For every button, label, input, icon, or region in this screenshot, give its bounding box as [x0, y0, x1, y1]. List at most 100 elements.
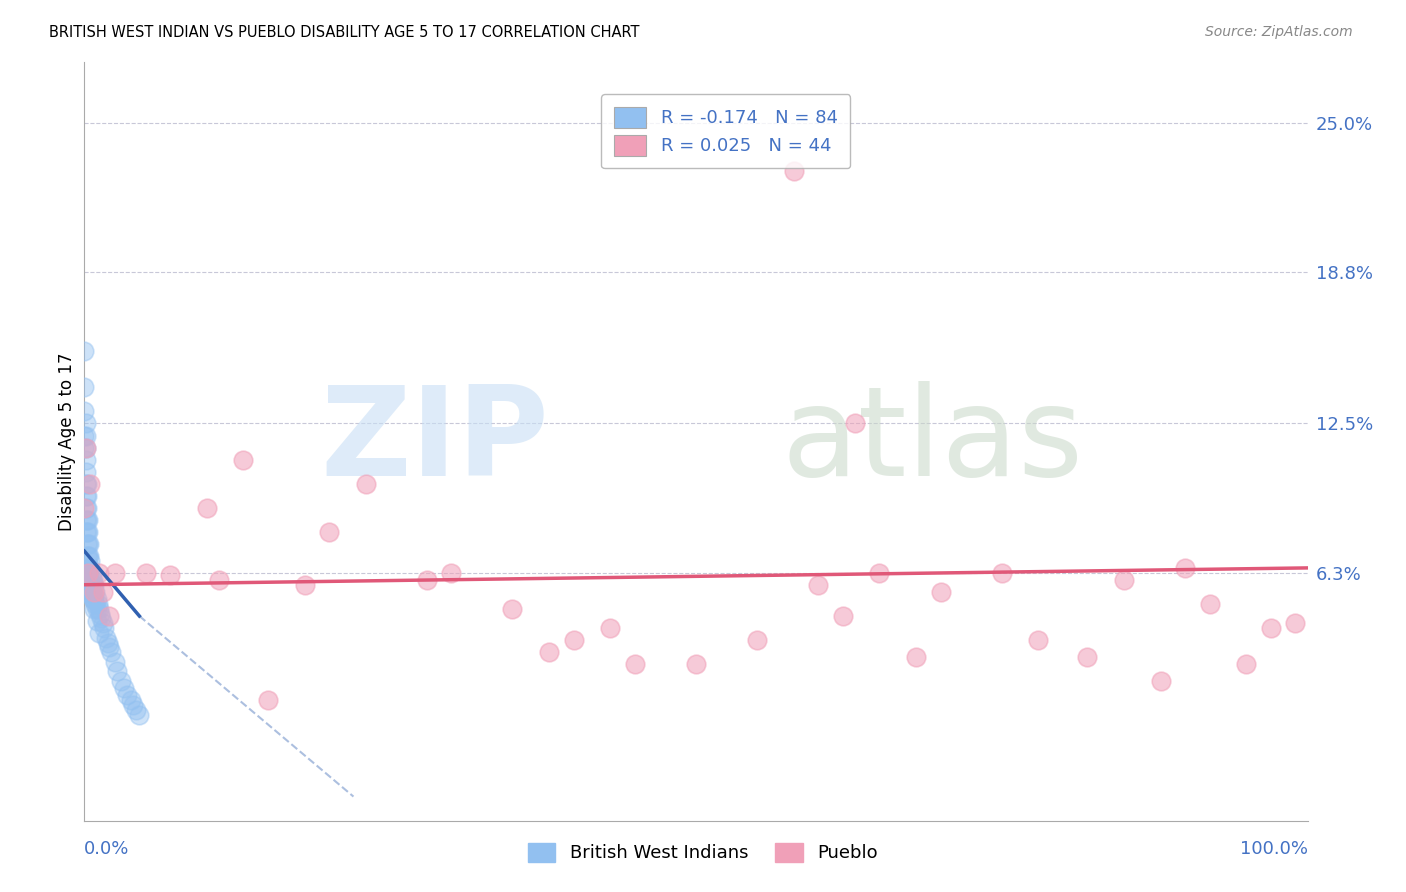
Point [86, 592, 108, 607]
Point [105, 665, 128, 679]
Point [87, 602, 110, 616]
Point [82, 592, 104, 607]
Point [624, 657, 647, 672]
Point [232, 452, 254, 467]
Point [75, 476, 97, 491]
Point [73, 380, 96, 394]
Point [110, 673, 132, 688]
Point [79, 561, 101, 575]
Point [96, 631, 118, 645]
Point [75, 417, 97, 431]
Point [90, 611, 112, 625]
Point [354, 476, 377, 491]
Point [83, 602, 105, 616]
Point [599, 621, 621, 635]
Point [208, 573, 231, 587]
Point [1260, 621, 1282, 635]
Point [905, 650, 928, 665]
Point [79, 573, 101, 587]
Point [82, 578, 104, 592]
Point [77, 524, 100, 539]
Point [73, 441, 96, 455]
Point [80, 573, 103, 587]
Point [73, 344, 96, 359]
Point [929, 585, 952, 599]
Point [1284, 616, 1306, 631]
Point [76, 513, 98, 527]
Point [77, 573, 100, 587]
Point [77, 537, 100, 551]
Point [991, 566, 1014, 580]
Point [77, 566, 100, 580]
Point [112, 681, 135, 696]
Point [73, 566, 96, 580]
Point [79, 476, 101, 491]
Point [87, 626, 110, 640]
Point [79, 578, 101, 592]
Point [77, 573, 100, 587]
Point [195, 500, 218, 515]
Point [257, 693, 280, 707]
Point [73, 404, 96, 418]
Point [80, 585, 103, 599]
Point [76, 566, 98, 580]
Point [128, 707, 150, 722]
Point [115, 689, 138, 703]
Point [685, 657, 707, 672]
Point [75, 465, 97, 479]
Point [1174, 561, 1197, 575]
Point [416, 573, 439, 587]
Point [93, 621, 115, 635]
Point [104, 655, 127, 669]
Point [294, 578, 316, 592]
Point [318, 524, 340, 539]
Point [1150, 673, 1173, 688]
Point [807, 578, 830, 592]
Point [76, 549, 98, 563]
Point [82, 592, 104, 607]
Point [1028, 633, 1050, 648]
Point [91, 585, 114, 599]
Point [76, 561, 98, 575]
Point [75, 441, 97, 455]
Point [440, 566, 463, 580]
Point [77, 537, 100, 551]
Point [80, 585, 103, 599]
Point [1236, 657, 1258, 672]
Point [1114, 573, 1136, 587]
Point [83, 592, 105, 607]
Text: atlas: atlas [782, 381, 1084, 502]
Point [79, 585, 101, 599]
Point [84, 597, 107, 611]
Point [73, 585, 96, 599]
Point [120, 693, 142, 707]
Point [77, 561, 100, 575]
Point [75, 524, 97, 539]
Point [844, 417, 866, 431]
Y-axis label: Disability Age 5 to 17: Disability Age 5 to 17 [58, 352, 76, 531]
Point [562, 633, 585, 648]
Point [747, 633, 769, 648]
Point [80, 566, 103, 580]
Text: 0.0%: 0.0% [84, 840, 129, 858]
Point [76, 489, 98, 503]
Point [538, 645, 561, 659]
Point [97, 640, 120, 655]
Point [1076, 650, 1098, 665]
Point [87, 597, 110, 611]
Point [86, 614, 108, 628]
Point [75, 513, 97, 527]
Point [73, 566, 96, 580]
Point [75, 566, 97, 580]
Point [75, 428, 97, 442]
Point [76, 585, 98, 599]
Legend: R = -0.174   N = 84, R = 0.025   N = 44: R = -0.174 N = 84, R = 0.025 N = 44 [600, 95, 851, 169]
Point [87, 566, 110, 580]
Point [125, 703, 148, 717]
Point [79, 554, 101, 568]
Text: ZIP: ZIP [321, 381, 550, 502]
Point [75, 452, 97, 467]
Text: BRITISH WEST INDIAN VS PUEBLO DISABILITY AGE 5 TO 17 CORRELATION CHART: BRITISH WEST INDIAN VS PUEBLO DISABILITY… [49, 25, 640, 40]
Point [73, 500, 96, 515]
Point [77, 513, 100, 527]
